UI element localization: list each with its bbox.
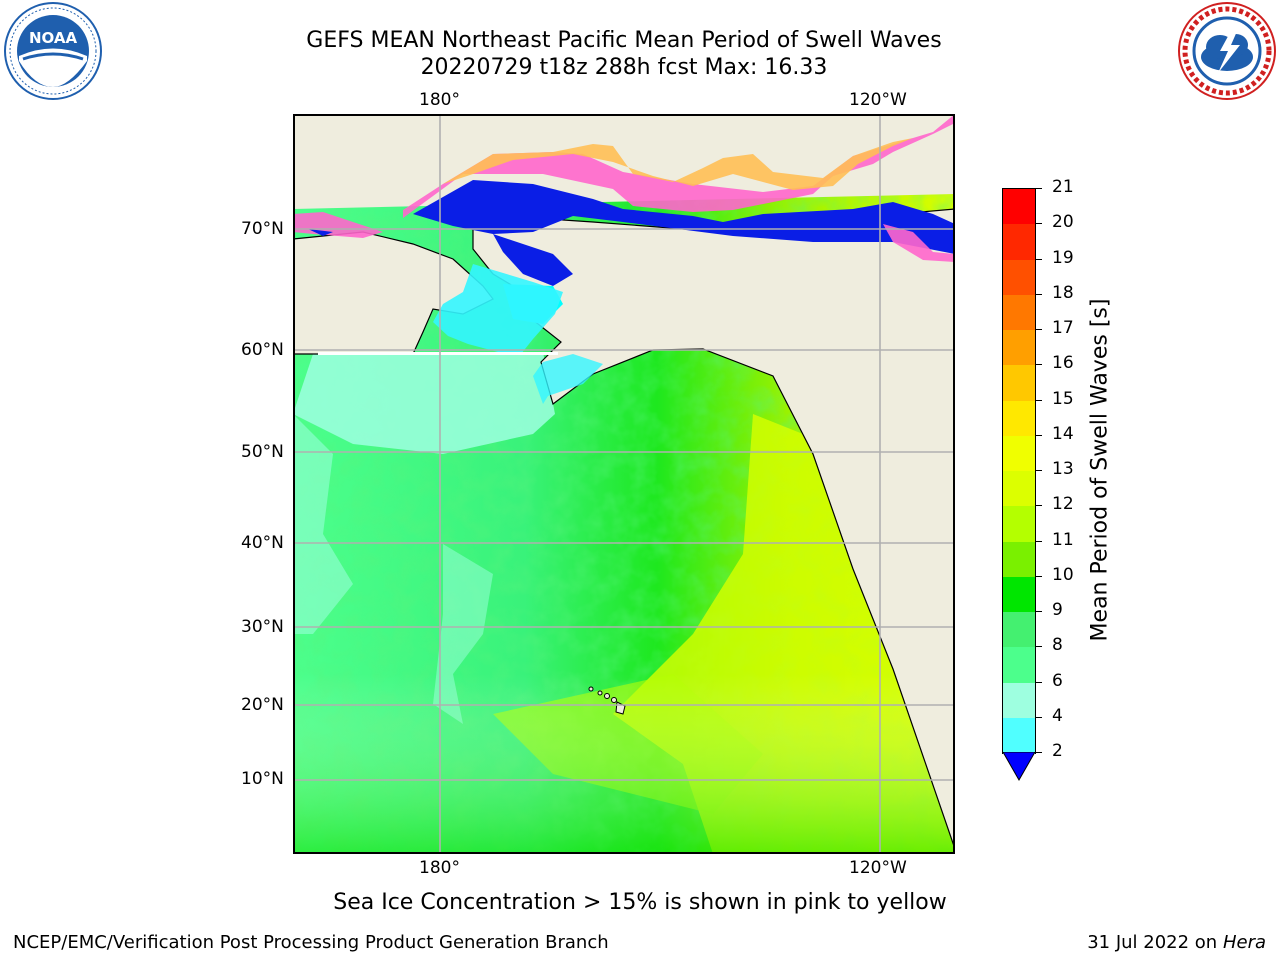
colorbar-tick-mark [1036,258,1042,260]
colorbar-tick-label: 14 [1052,423,1074,444]
colorbar-cell [1003,400,1035,437]
colorbar-tick-mark [1036,752,1042,753]
colorbar-tick-mark [1036,540,1042,542]
colorbar-cell [1003,471,1035,507]
colorbar-cell [1003,224,1035,260]
lat-label-20n: 20°N [241,695,284,715]
colorbar-tick-label: 21 [1052,177,1074,197]
colorbar-tick-label: 10 [1052,564,1074,585]
colorbar-label-wrap: Mean Period of Swell Waves [s] [1080,180,1120,760]
sea-ice-orange [443,138,913,190]
colorbar-tick-mark [1036,470,1042,471]
colorbar-tick-label: 2 [1052,741,1063,761]
colorbar-tick-label: 18 [1052,282,1074,303]
noaa-logo: NOAA [3,1,103,101]
footer-date: 31 Jul 2022 on Hera [1087,932,1266,953]
colorbar-tick-label: 20 [1052,212,1074,233]
colorbar-ticks: 21 20 19 18 17 16 15 14 13 12 11 10 9 8 6 4 2 [1036,177,1096,761]
lat-label-10n: 10°N [241,769,284,789]
sea-ice-note: Sea Ice Concentration > 15% is shown in … [333,890,947,915]
chart-title: GEFS MEAN Northeast Pacific Mean Period … [306,28,942,53]
map-svg [293,114,955,854]
colorbar-cell [1003,576,1035,613]
colorbar-cell [1003,506,1035,542]
colorbar-tick-mark [1036,364,1042,366]
colorbar-cell [1003,541,1035,578]
colorbar [1002,188,1036,784]
colorbar-tick-mark [1036,646,1042,648]
lat-label-40n: 40°N [241,533,284,553]
colorbar-tick-mark [1036,399,1042,401]
lat-label-70n: 70°N [241,219,284,239]
map-panel [293,114,955,854]
top-lon-label-180: 180° [419,90,460,110]
nws-logo [1176,1,1278,101]
colorbar-tick-label: 19 [1052,247,1074,268]
colorbar-tick-label: 4 [1052,705,1063,726]
colorbar-tick-label: 15 [1052,388,1074,409]
cyan-patch-north [293,352,555,454]
colorbar-cell [1003,717,1035,754]
colorbar-tick-label: 6 [1052,670,1063,691]
colorbar-label: Mean Period of Swell Waves [s] [1087,298,1113,642]
lat-label-60n: 60°N [241,340,284,360]
bottom-lon-label-120w: 120°W [849,858,907,878]
colorbar-tick-mark [1036,681,1042,683]
map-frame [293,114,955,854]
colorbar-cell [1003,365,1035,401]
colorbar-tick-mark [1036,188,1042,189]
lat-label-50n: 50°N [241,442,284,462]
chart-subtitle: 20220729 t18z 288h fcst Max: 16.33 [420,55,828,80]
colorbar-tick-mark [1036,223,1042,225]
colorbar-tick-mark [1036,611,1042,612]
colorbar-cell [1003,647,1035,683]
colorbar-tick-label: 13 [1052,459,1074,479]
colorbar-tick-mark [1036,329,1042,330]
colorbar-tick-mark [1036,293,1042,295]
footer-date-text: 31 Jul 2022 on [1087,932,1223,953]
colorbar-cell [1003,435,1035,472]
colorbar-tick-label: 11 [1052,529,1074,550]
sea-ice-deep [413,180,955,254]
colorbar-tick-mark [1036,716,1042,718]
lat-label-30n: 30°N [241,617,284,637]
footer-branch: NCEP/EMC/Verification Post Processing Pr… [13,932,609,953]
colorbar-cell [1003,330,1035,366]
colorbar-tick-label: 12 [1052,494,1074,515]
map-gridlines [293,114,955,854]
colorbar-tick-label: 8 [1052,635,1063,656]
colorbar-cell [1003,294,1035,331]
colorbar-tick-mark [1036,575,1042,577]
top-lon-label-120w: 120°W [849,90,907,110]
colorbar-cell [1003,682,1035,719]
colorbar-tick-label: 9 [1052,600,1063,620]
colorbar-tick-label: 16 [1052,353,1074,374]
footer-machine: Hera [1222,932,1266,953]
colorbar-tick-mark [1036,434,1042,436]
colorbar-under-arrow [1002,752,1036,782]
noaa-logo-text: NOAA [29,29,78,47]
colorbar-cell [1003,612,1035,648]
colorbar-cell [1003,189,1035,225]
colorbar-cell [1003,259,1035,296]
colorbar-tick-label: 17 [1052,318,1074,338]
colorbar-tick-mark [1036,505,1042,507]
bottom-lon-label-180: 180° [419,858,460,878]
